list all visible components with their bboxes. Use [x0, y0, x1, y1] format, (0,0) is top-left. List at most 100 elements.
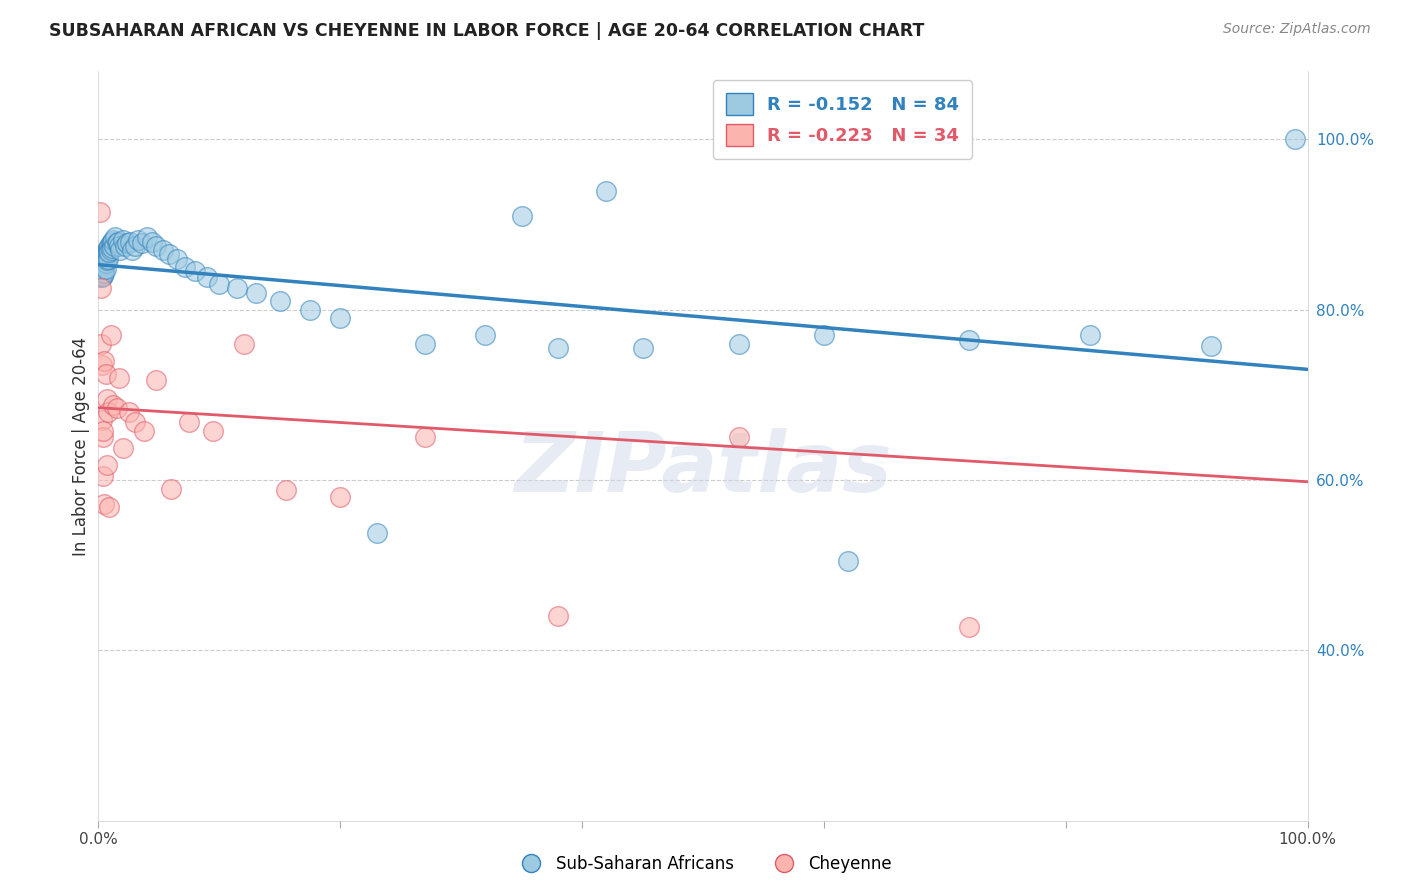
Point [91, 430, 114, 444]
Point [510, 209, 533, 223]
Point [94, 250, 117, 264]
Point [98, 500, 121, 515]
Point [91, 261, 114, 276]
Point [91, 424, 114, 438]
Point [100, 243, 122, 257]
Point [232, 336, 254, 351]
Point [93, 261, 115, 276]
Point [166, 252, 188, 266]
Point [90, 281, 112, 295]
Point [89, 256, 111, 270]
Point [124, 239, 146, 253]
Point [208, 277, 231, 292]
Point [547, 609, 569, 624]
Point [91, 252, 114, 266]
Point [118, 235, 141, 249]
Point [94, 367, 117, 381]
Point [160, 482, 183, 496]
Point [118, 405, 141, 419]
Point [108, 239, 131, 253]
Point [91, 261, 114, 276]
Point [97, 244, 120, 259]
Point [93, 252, 115, 266]
Point [1199, 338, 1222, 352]
Point [89, 205, 111, 219]
Y-axis label: In Labor Force | Age 20-64: In Labor Force | Age 20-64 [72, 336, 90, 556]
Point [94, 244, 117, 259]
Point [274, 483, 297, 498]
Point [474, 328, 496, 343]
Point [837, 554, 859, 568]
Point [957, 333, 980, 347]
Point [91, 270, 114, 285]
Point [134, 424, 156, 438]
Point [100, 236, 122, 251]
Point [91, 253, 114, 268]
Point [135, 230, 157, 244]
Point [91, 358, 114, 372]
Point [91, 258, 114, 272]
Point [111, 441, 134, 455]
Point [813, 328, 835, 343]
Point [108, 243, 131, 257]
Point [131, 236, 153, 251]
Point [145, 239, 167, 253]
Point [96, 392, 118, 407]
Point [91, 256, 114, 270]
Point [90, 270, 112, 285]
Point [105, 401, 128, 415]
Point [1078, 328, 1101, 343]
Point [145, 373, 167, 387]
Point [100, 235, 122, 249]
Point [90, 267, 112, 281]
Point [108, 371, 131, 385]
Legend: R = -0.152   N = 84, R = -0.223   N = 34: R = -0.152 N = 84, R = -0.223 N = 34 [713, 80, 972, 159]
Point [117, 236, 139, 251]
Point [105, 236, 128, 251]
Point [413, 430, 436, 444]
Point [104, 230, 127, 244]
Point [91, 268, 114, 283]
Point [728, 336, 751, 351]
Point [111, 233, 134, 247]
Point [89, 268, 111, 283]
Point [93, 256, 115, 270]
Point [184, 264, 207, 278]
Point [91, 413, 114, 427]
Point [226, 281, 249, 295]
Point [631, 341, 654, 355]
Point [96, 247, 118, 261]
Legend: Sub-Saharan Africans, Cheyenne: Sub-Saharan Africans, Cheyenne [508, 848, 898, 880]
Point [547, 341, 569, 355]
Point [93, 354, 115, 368]
Point [90, 253, 112, 268]
Point [91, 468, 114, 483]
Point [107, 235, 129, 249]
Point [94, 256, 117, 270]
Point [91, 250, 114, 264]
Point [93, 266, 115, 280]
Point [101, 398, 124, 412]
Point [413, 336, 436, 351]
Point [1284, 132, 1306, 146]
Point [90, 264, 112, 278]
Point [269, 294, 291, 309]
Point [89, 264, 111, 278]
Point [93, 259, 115, 273]
Point [97, 405, 120, 419]
Point [329, 490, 352, 504]
Point [96, 253, 118, 268]
Point [728, 430, 751, 444]
Point [91, 266, 114, 280]
Point [121, 243, 143, 257]
Text: SUBSAHARAN AFRICAN VS CHEYENNE IN LABOR FORCE | AGE 20-64 CORRELATION CHART: SUBSAHARAN AFRICAN VS CHEYENNE IN LABOR … [49, 22, 925, 40]
Point [141, 235, 163, 249]
Point [98, 244, 121, 259]
Point [90, 336, 112, 351]
Point [96, 243, 118, 257]
Point [957, 619, 980, 633]
Point [97, 252, 120, 266]
Point [179, 415, 201, 429]
Point [299, 302, 322, 317]
Point [174, 260, 197, 275]
